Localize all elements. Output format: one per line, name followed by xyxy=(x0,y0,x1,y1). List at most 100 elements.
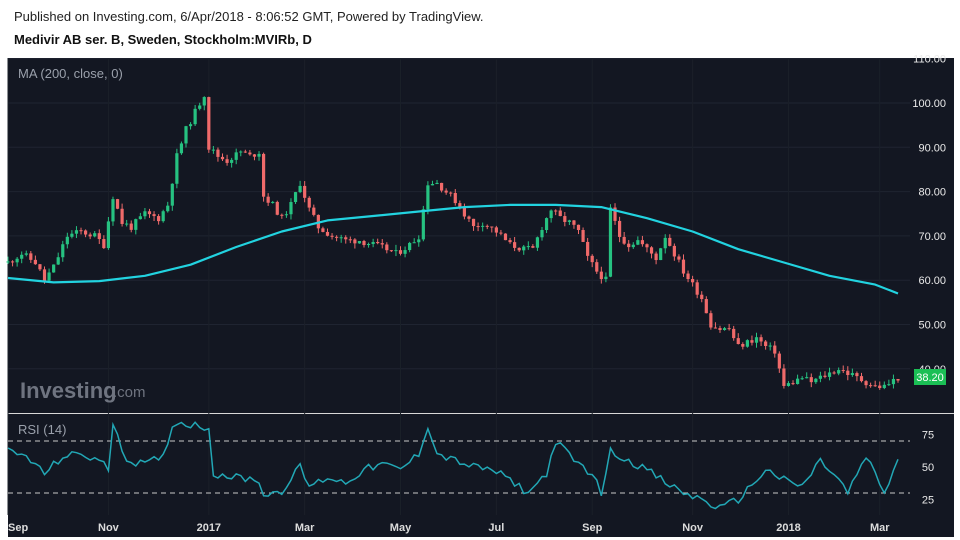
investing-logo: Investing .com xyxy=(20,378,146,403)
candle-body xyxy=(275,201,279,215)
candle-body xyxy=(147,211,152,215)
candle-body xyxy=(786,383,791,386)
candle-body xyxy=(873,385,877,387)
candle-body xyxy=(293,192,298,203)
candle-body xyxy=(198,105,202,109)
candle-body xyxy=(736,338,740,344)
candle-body xyxy=(79,230,83,232)
candle-body xyxy=(467,216,471,219)
candle-body xyxy=(558,210,562,217)
candle-body xyxy=(599,271,603,280)
rsi-indicator-label: RSI (14) xyxy=(18,422,66,437)
candle-body xyxy=(782,368,786,386)
candle-body xyxy=(617,220,622,237)
candle-body xyxy=(645,244,649,248)
candle-body xyxy=(307,197,311,208)
candle-body xyxy=(88,234,92,237)
candle-body xyxy=(499,232,503,234)
time-axis xyxy=(8,515,954,537)
candle-body xyxy=(850,373,854,376)
time-tick-label: Nov xyxy=(682,522,704,534)
candle-body xyxy=(248,152,252,155)
candle-body xyxy=(795,378,800,385)
candle-body xyxy=(430,184,435,186)
candle-body xyxy=(394,250,398,252)
candle-body xyxy=(93,233,97,237)
logo-text: Investing xyxy=(20,378,117,403)
candle-body xyxy=(485,225,489,227)
time-tick-label: Mar xyxy=(870,522,890,534)
candle-body xyxy=(572,220,576,225)
instrument-title: Medivir AB ser. B, Sweden, Stockholm:MVI… xyxy=(14,32,312,47)
candle-body xyxy=(722,328,727,330)
candle-body xyxy=(188,124,193,127)
candle-body xyxy=(727,328,731,330)
candle-body xyxy=(595,262,599,272)
candle-body xyxy=(882,384,886,389)
candle-body xyxy=(284,214,289,216)
candle-body xyxy=(161,211,165,222)
rsi-pane xyxy=(8,414,910,515)
candle-body xyxy=(526,246,530,248)
candle-body xyxy=(74,230,79,234)
candle-body xyxy=(303,185,307,198)
candle-body xyxy=(490,226,494,228)
candle-body xyxy=(604,276,608,280)
time-tick-label: Jul xyxy=(488,522,504,534)
candle-body xyxy=(823,375,827,377)
ma-200-line xyxy=(7,203,899,295)
candle-body xyxy=(540,230,544,238)
candle-body xyxy=(56,257,60,265)
candle-body xyxy=(864,381,868,386)
candle-body xyxy=(10,261,15,263)
candle-body xyxy=(686,273,690,280)
candle-body xyxy=(271,201,275,203)
candle-body xyxy=(458,203,462,208)
last-price-label: 38.20 xyxy=(916,372,944,384)
candle-body xyxy=(449,192,453,194)
candle-body xyxy=(627,243,631,248)
candle-body xyxy=(257,153,261,157)
candle-body xyxy=(380,243,384,245)
candle-body xyxy=(576,224,581,231)
candle-body xyxy=(42,269,47,281)
time-tick-label: 2017 xyxy=(197,522,221,534)
candle-body xyxy=(476,226,480,228)
candle-body xyxy=(827,372,832,377)
published-info: Published on Investing.com, 6/Apr/2018 -… xyxy=(14,9,484,24)
candle-body xyxy=(754,337,759,343)
candle-body xyxy=(878,385,882,389)
candle-body xyxy=(225,159,229,163)
candle-body xyxy=(672,245,676,257)
candle-body xyxy=(503,233,508,241)
time-tick-label: 2018 xyxy=(776,522,800,534)
candle-body xyxy=(855,373,859,377)
candle-body xyxy=(111,199,115,222)
candle-body xyxy=(266,196,270,203)
time-tick-label: Nov xyxy=(98,522,120,534)
candle-body xyxy=(202,97,206,106)
candle-body xyxy=(759,337,763,342)
candle-body xyxy=(695,282,699,295)
candle-body xyxy=(462,207,467,217)
candle-body xyxy=(52,264,56,273)
candle-body xyxy=(102,239,106,249)
candle-body xyxy=(837,370,841,374)
candle-body xyxy=(846,370,850,376)
candle-body xyxy=(654,253,658,261)
candle-body xyxy=(412,242,416,244)
candle-body xyxy=(211,149,215,151)
candle-body xyxy=(631,244,635,248)
candle-body xyxy=(220,156,225,160)
candle-body xyxy=(106,221,111,249)
candle-body xyxy=(791,383,795,385)
candle-body xyxy=(15,258,19,263)
candle-body xyxy=(426,185,430,210)
candle-body xyxy=(777,353,781,369)
candle-body xyxy=(385,244,389,251)
candle-body xyxy=(234,152,238,160)
candle-body xyxy=(891,378,896,385)
candle-body xyxy=(750,340,754,343)
candle-body xyxy=(677,256,681,260)
